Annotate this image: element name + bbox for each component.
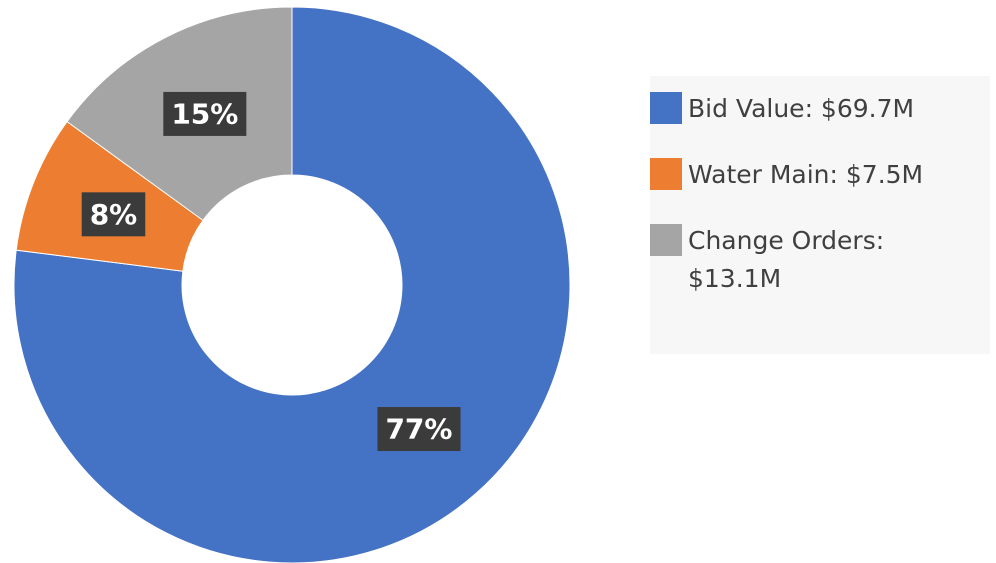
data-label-box	[81, 192, 146, 237]
data-label: 15%	[163, 91, 247, 136]
data-label: 8%	[81, 192, 146, 237]
chart: 77% 8% 15%	[13, 6, 571, 563]
data-label: 77%	[377, 407, 461, 452]
legend-swatch	[650, 158, 682, 190]
legend-label: Bid Value: $69.7M	[688, 94, 915, 123]
legend-label: Water Main: $7.5M	[688, 160, 924, 189]
legend-swatch	[650, 92, 682, 124]
legend-label: Change Orders: $13.1M	[688, 226, 885, 293]
data-label-text: 77%	[385, 413, 452, 446]
data-label-text: 15%	[171, 97, 238, 130]
legend-item: Water Main: $7.5M	[650, 156, 990, 194]
data-label-box	[163, 91, 247, 136]
legend-item: Change Orders: $13.1M	[650, 222, 990, 298]
data-label-text: 8%	[90, 198, 138, 231]
data-label-box	[377, 407, 461, 452]
legend: Bid Value: $69.7M Water Main: $7.5M Change…	[650, 76, 990, 354]
legend-swatch	[650, 224, 682, 256]
legend-item: Bid Value: $69.7M	[650, 90, 990, 128]
